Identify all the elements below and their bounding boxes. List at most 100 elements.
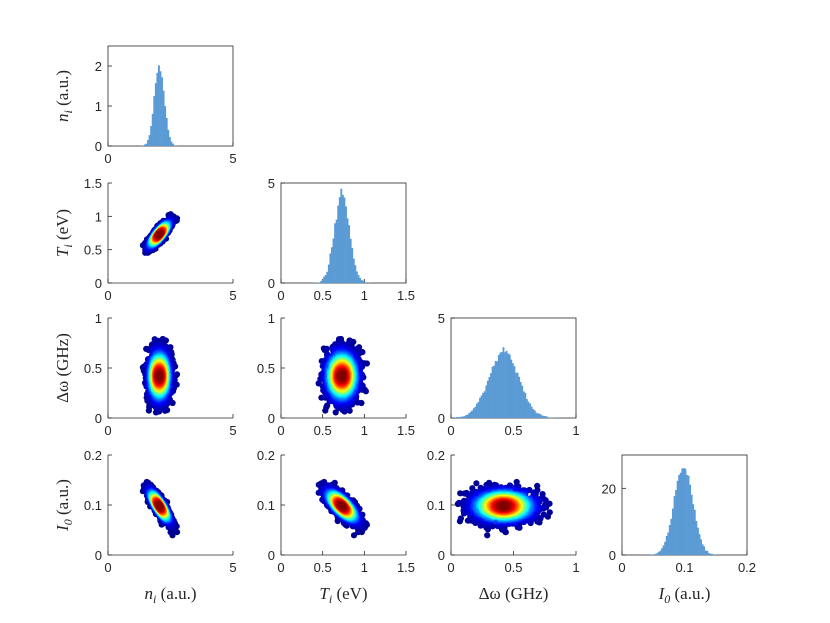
histogram-bar <box>326 271 329 283</box>
histogram-bar <box>338 197 341 283</box>
histogram-bar <box>321 280 324 283</box>
histogram-bar <box>527 401 530 418</box>
histogram-bar <box>661 548 663 555</box>
histogram-bar <box>526 399 528 418</box>
scatter-ni-Ti <box>139 211 181 256</box>
panel-2-2: 0 0.5 105 <box>438 311 580 438</box>
hist-frame <box>107 45 234 147</box>
y-tick-label: 5 <box>268 176 275 191</box>
scatter-point <box>156 231 163 238</box>
histogram-bar <box>682 468 685 555</box>
histogram-bar <box>463 416 466 418</box>
histogram-bar <box>324 275 327 283</box>
histogram-bar <box>168 137 171 146</box>
histogram-bar <box>510 359 513 418</box>
histogram-bar <box>150 126 153 146</box>
histogram-bar <box>493 365 496 418</box>
histogram-bar <box>508 354 511 418</box>
histogram-bar <box>460 416 463 418</box>
histogram-bar <box>341 194 344 283</box>
histogram-bar <box>546 416 549 418</box>
histogram-bar <box>340 188 343 283</box>
histogram-bar <box>154 83 157 146</box>
histogram-bar <box>656 553 659 555</box>
histogram-bar <box>659 550 662 555</box>
histogram-bar <box>672 508 674 555</box>
histogram-bar <box>521 385 524 418</box>
histogram-bar <box>695 521 698 555</box>
histogram-bar <box>673 496 676 555</box>
histogram-bar <box>522 391 525 418</box>
histogram-bar <box>345 206 347 283</box>
x-tick-label: 0 <box>618 560 625 575</box>
histogram-bar <box>486 380 489 418</box>
histogram-bar <box>499 352 502 418</box>
histogram-bar <box>541 415 544 418</box>
histogram-bar <box>468 413 471 418</box>
histogram-bar <box>159 71 162 146</box>
histogram-bar <box>490 373 492 418</box>
histogram-bar <box>331 247 333 283</box>
histogram-bar <box>704 550 707 555</box>
histogram-bar <box>352 258 355 283</box>
histogram-bar <box>502 347 505 418</box>
histogram-bar <box>482 392 485 418</box>
y-tick-label: 1 <box>95 311 102 326</box>
histogram-bar <box>513 366 516 418</box>
x-tick-label: 0 <box>277 288 284 303</box>
histogram-bar <box>519 382 522 418</box>
histogram-bar <box>692 504 695 555</box>
scatter-ni-dw <box>139 335 181 416</box>
histogram-bar <box>357 275 360 283</box>
histogram-bar <box>472 408 475 418</box>
histogram-Ti <box>312 188 372 283</box>
histogram-bar <box>156 72 159 146</box>
histogram-bar <box>488 376 491 418</box>
histogram-bar <box>511 363 514 418</box>
histogram-bar <box>670 518 673 555</box>
histogram-bar <box>518 376 521 418</box>
histogram-bar <box>701 544 704 555</box>
histogram-bar <box>662 545 665 555</box>
histogram-bar <box>354 265 357 283</box>
histogram-bar <box>172 143 174 146</box>
histogram-bar <box>693 509 696 555</box>
x-tick-label: 0.5 <box>314 423 332 438</box>
x-tick-label: 0 <box>447 423 454 438</box>
x-tick-label: 0.2 <box>738 560 756 575</box>
x-tick-label: 0.5 <box>504 423 522 438</box>
histogram-bar <box>654 553 657 555</box>
x-tick-label: 0 <box>104 151 111 166</box>
histogram-bar <box>653 554 656 555</box>
histogram-bar <box>538 413 541 418</box>
histogram-bar <box>356 271 358 283</box>
y-tick-label: 2 <box>95 59 102 74</box>
histogram-bar <box>540 414 542 418</box>
histogram-bar <box>164 106 167 146</box>
histogram-bar <box>479 397 481 418</box>
histogram-bar <box>455 417 458 418</box>
histogram-bar <box>697 527 699 555</box>
histogram-bar <box>162 90 165 146</box>
histogram-bar <box>148 135 151 146</box>
histogram-bar <box>667 532 670 555</box>
histogram-bar <box>143 144 146 146</box>
y-tick-label: 0 <box>609 548 616 563</box>
x-tick-label: 0 <box>277 423 284 438</box>
x-tick-label: 1 <box>572 423 579 438</box>
histogram-bar <box>709 553 712 555</box>
histogram-bar <box>507 353 510 418</box>
y-tick-label: 1 <box>95 99 102 114</box>
histogram-bar <box>477 401 480 418</box>
histogram-bar <box>151 113 154 146</box>
y-tick-label: 0.5 <box>84 361 102 376</box>
histogram-bar <box>458 417 461 418</box>
y-tick-label: 0 <box>95 276 102 291</box>
histogram-bar <box>346 218 349 283</box>
x-tick-label: 0 <box>104 423 111 438</box>
histogram-bar <box>165 117 168 146</box>
x-tick-label: 5 <box>229 151 236 166</box>
histogram-bar <box>335 219 338 283</box>
